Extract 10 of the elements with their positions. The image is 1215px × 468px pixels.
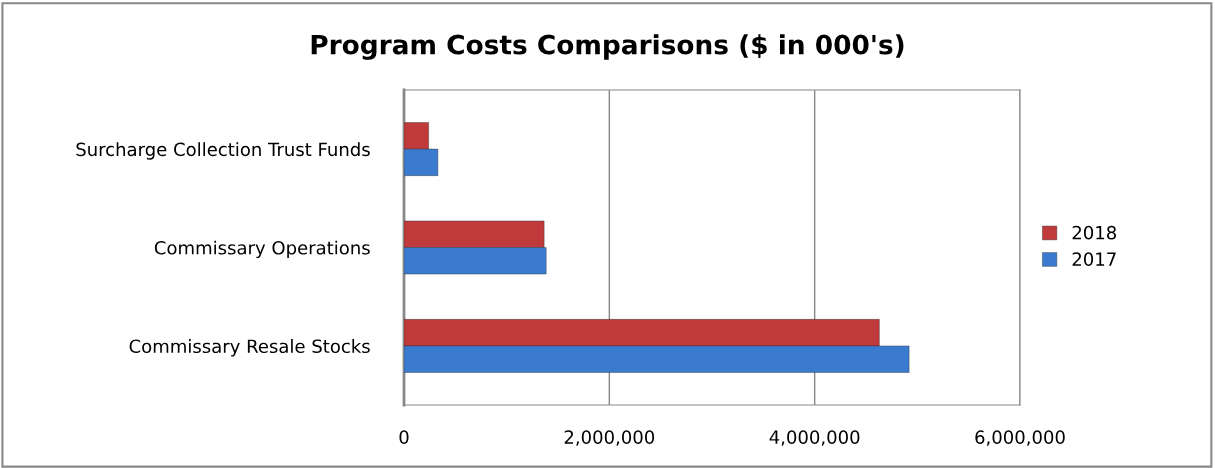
legend-label: 2017 (1072, 252, 1116, 266)
x-tick-label: 0 (399, 430, 409, 444)
x-tick-label: 6,000,000 (975, 430, 1065, 446)
x-tick-label: 2,000,000 (564, 430, 655, 446)
chart-title: Program Costs Comparisons ($ in 000's) (311, 34, 904, 60)
y-tick-label: Commissary Resale Stocks (129, 339, 370, 357)
legend-label: 2018 (1072, 225, 1117, 240)
x-tick-label: 4,000,000 (769, 430, 860, 446)
y-tick-label: Surcharge Collection Trust Funds (76, 142, 370, 160)
y-tick-label: Commissary Operations (154, 240, 370, 259)
